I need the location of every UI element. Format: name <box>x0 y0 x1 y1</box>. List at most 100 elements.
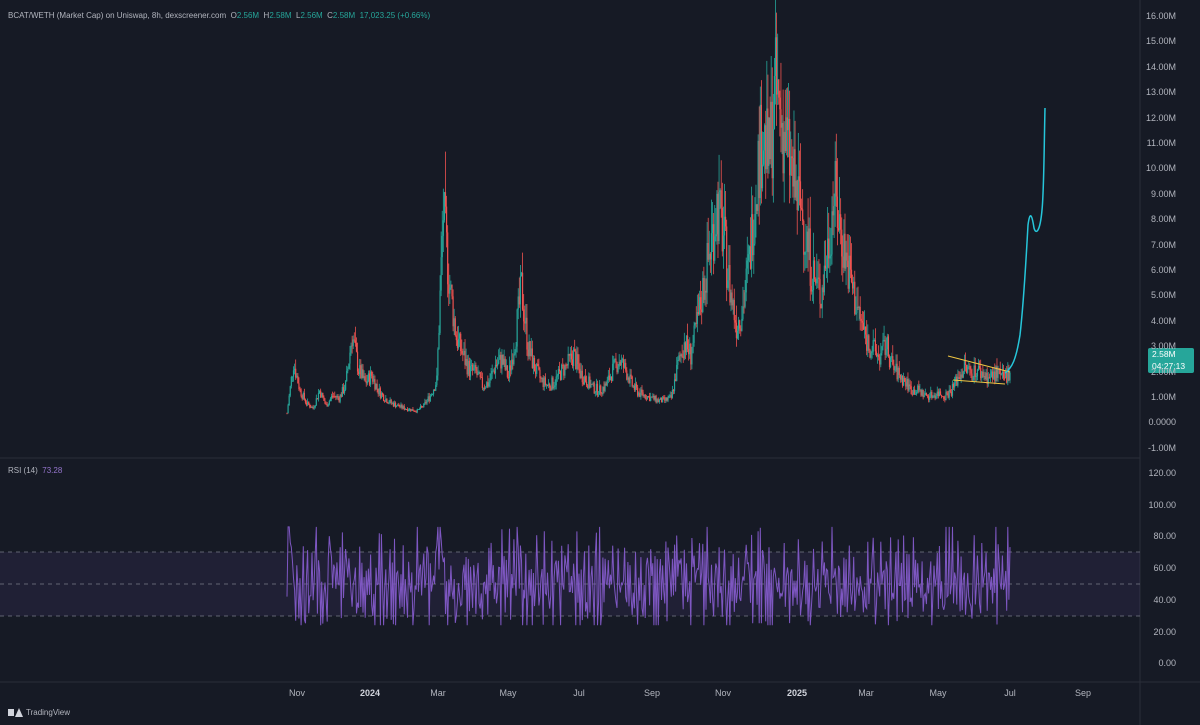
candle-body <box>922 389 924 398</box>
time-tick-label: Mar <box>430 688 446 698</box>
symbol-legend[interactable]: BCAT/WETH (Market Cap) on Uniswap, 8h, d… <box>8 10 430 21</box>
candle-body <box>523 309 525 322</box>
candle-body <box>499 354 501 360</box>
candle-body <box>921 389 923 396</box>
candle-body <box>990 371 993 377</box>
candle-body <box>403 406 405 410</box>
candle-body <box>851 282 854 289</box>
candle-body <box>493 370 495 374</box>
candle-body <box>646 396 649 400</box>
candle-body <box>634 383 637 390</box>
candle-body <box>859 307 861 319</box>
price-tick-label: 7.00M <box>1150 239 1176 250</box>
candle-body <box>672 389 675 392</box>
candle-body <box>957 377 959 386</box>
candle-body <box>399 406 401 408</box>
candle-body <box>893 364 895 371</box>
candle-body <box>583 376 586 384</box>
candle-body <box>854 281 856 314</box>
candle-body <box>769 117 771 160</box>
wedge-pattern[interactable] <box>947 355 1011 385</box>
candle-body <box>312 407 314 409</box>
tradingview-logo[interactable]: TradingView <box>8 708 70 717</box>
candle-body <box>752 214 754 256</box>
low-value: 2.56M <box>300 11 323 20</box>
candle-body <box>816 278 818 284</box>
candle-body <box>405 409 408 410</box>
candle-body <box>444 192 447 207</box>
candle-body <box>731 292 733 306</box>
candle-body <box>591 384 593 385</box>
candle-body <box>511 359 513 371</box>
candle-body <box>675 379 677 382</box>
candle-body <box>677 360 679 365</box>
candle-body <box>870 353 872 358</box>
candle-body <box>316 398 318 400</box>
candle-body <box>853 281 855 289</box>
candle-body <box>617 366 619 373</box>
candle-body <box>586 381 588 386</box>
candle-body <box>900 375 903 380</box>
candle-body <box>770 101 772 160</box>
candle-body <box>799 181 802 208</box>
candle-body <box>411 409 413 412</box>
candle-body <box>882 340 884 347</box>
time-tick-label: Jul <box>573 688 585 698</box>
candle-body <box>803 220 805 255</box>
candle-body <box>735 322 738 339</box>
candle-body <box>811 290 814 292</box>
candle-body <box>1001 372 1004 374</box>
candle-body <box>353 339 355 341</box>
close-label: C <box>327 11 333 20</box>
rsi-legend[interactable]: RSI (14) 73.28 <box>8 465 62 476</box>
candle-body <box>392 402 394 407</box>
wedge-upper-trendline[interactable] <box>947 355 1011 373</box>
candle-body <box>620 360 622 366</box>
candle-body <box>436 375 438 386</box>
candle-body <box>335 396 337 398</box>
candle-body <box>936 391 938 396</box>
candle-body <box>747 254 749 261</box>
candle-body <box>707 242 709 260</box>
candle-body <box>828 238 830 259</box>
candle-body <box>516 309 518 347</box>
candle-body <box>918 385 920 391</box>
candle-body <box>422 406 424 408</box>
candle-body <box>710 233 713 260</box>
candle-body <box>641 389 643 393</box>
candle-body <box>477 373 479 376</box>
candle-body <box>553 387 555 389</box>
candle-body <box>363 376 365 378</box>
candle-body <box>642 392 644 396</box>
candle-body <box>381 393 384 395</box>
candle-body <box>413 410 415 412</box>
candle-body <box>473 368 475 371</box>
candle-body <box>744 292 746 307</box>
candle-body <box>358 371 360 375</box>
candle-body <box>659 397 662 400</box>
candle-body <box>483 387 486 389</box>
candle-body <box>930 391 932 397</box>
candle-body <box>892 356 894 365</box>
candle-body <box>491 371 493 374</box>
candle-body <box>574 349 576 352</box>
tradingview-wordmark: TradingView <box>26 708 71 717</box>
candle-body <box>878 354 880 358</box>
projection-path[interactable] <box>1004 107 1046 374</box>
candle-body <box>602 387 604 395</box>
candle-body <box>791 156 793 159</box>
price-tick-label: 10.00M <box>1145 163 1176 174</box>
candle-body <box>935 395 937 399</box>
candle-body <box>341 387 343 397</box>
candle-body <box>397 404 399 406</box>
candle-body <box>869 349 871 358</box>
candle-body <box>993 371 995 379</box>
wedge-lower-trendline[interactable] <box>952 379 1006 385</box>
candle-body <box>432 389 435 395</box>
time-tick-label: 2025 <box>786 688 808 698</box>
candle-body <box>451 284 453 297</box>
candle-body <box>736 330 739 339</box>
candle-body <box>293 368 296 371</box>
